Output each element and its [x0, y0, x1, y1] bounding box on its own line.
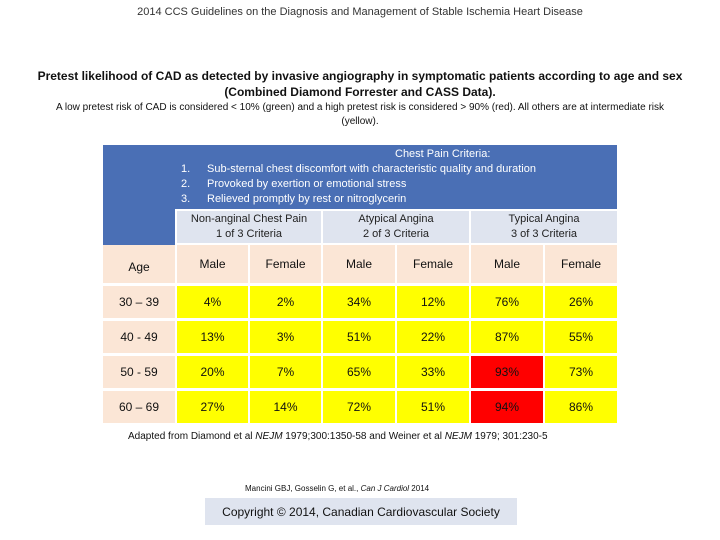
age-cell: 40 - 49	[103, 321, 175, 353]
group-header-typical: Typical Angina 3 of 3 Criteria	[471, 211, 617, 243]
top-title: 2014 CCS Guidelines on the Diagnosis and…	[137, 6, 583, 18]
value-cell: 73%	[545, 356, 617, 388]
sex-header-male: Male	[323, 245, 395, 283]
value-cell: 2%	[250, 286, 321, 318]
value-cell: 14%	[250, 391, 321, 423]
age-column-header: Age	[103, 245, 175, 283]
citation: Mancini GBJ, Gosselin G, et al., Can J C…	[245, 484, 430, 493]
copyright-banner: Copyright © 2014, Canadian Cardiovascula…	[205, 498, 517, 525]
value-cell: 12%	[397, 286, 469, 318]
age-cell: 30 – 39	[103, 286, 175, 318]
value-cell: 51%	[323, 321, 395, 353]
value-cell: 86%	[545, 391, 617, 423]
criteria-list: 1. Sub-sternal chest discomfort with char…	[181, 162, 536, 207]
value-cell: 76%	[471, 286, 543, 318]
sex-header-male: Male	[471, 245, 543, 283]
age-cell: 60 – 69	[103, 391, 175, 423]
sex-header-female: Female	[250, 245, 321, 283]
group-header-non-anginal: Non-anginal Chest Pain 1 of 3 Criteria	[177, 211, 321, 243]
criteria-item: 2. Provoked by exertion or emotional stre…	[181, 178, 407, 190]
value-cell: 3%	[250, 321, 321, 353]
value-cell: 34%	[323, 286, 395, 318]
criteria-item: 3. Relieved promptly by rest or nitroglyc…	[181, 193, 407, 205]
age-cell: 50 - 59	[103, 356, 175, 388]
value-cell: 51%	[397, 391, 469, 423]
value-cell-high-risk: 94%	[471, 391, 543, 423]
value-cell: 55%	[545, 321, 617, 353]
sex-header-male: Male	[177, 245, 248, 283]
chest-pain-criteria-block: Chest Pain Criteria: 1. Sub-sternal chest…	[175, 145, 617, 209]
value-cell: 20%	[177, 356, 248, 388]
main-title: Pretest likelihood of CAD as detected by…	[37, 69, 683, 99]
group-header-atypical: Atypical Angina 2 of 3 Criteria	[323, 211, 469, 243]
value-cell: 27%	[177, 391, 248, 423]
value-cell: 87%	[471, 321, 543, 353]
value-cell: 26%	[545, 286, 617, 318]
value-cell-high-risk: 93%	[471, 356, 543, 388]
subtitle: A low pretest risk of CAD is considered …	[55, 102, 665, 127]
criteria-heading: Chest Pain Criteria:	[395, 148, 491, 160]
value-cell: 4%	[177, 286, 248, 318]
value-cell: 13%	[177, 321, 248, 353]
value-cell: 65%	[323, 356, 395, 388]
criteria-item: 1. Sub-sternal chest discomfort with char…	[181, 163, 536, 175]
value-cell: 72%	[323, 391, 395, 423]
value-cell: 7%	[250, 356, 321, 388]
sex-header-female: Female	[397, 245, 469, 283]
adapted-from-note: Adapted from Diamond et al NEJM 1979;300…	[128, 431, 548, 442]
sex-header-female: Female	[545, 245, 617, 283]
value-cell: 22%	[397, 321, 469, 353]
value-cell: 33%	[397, 356, 469, 388]
